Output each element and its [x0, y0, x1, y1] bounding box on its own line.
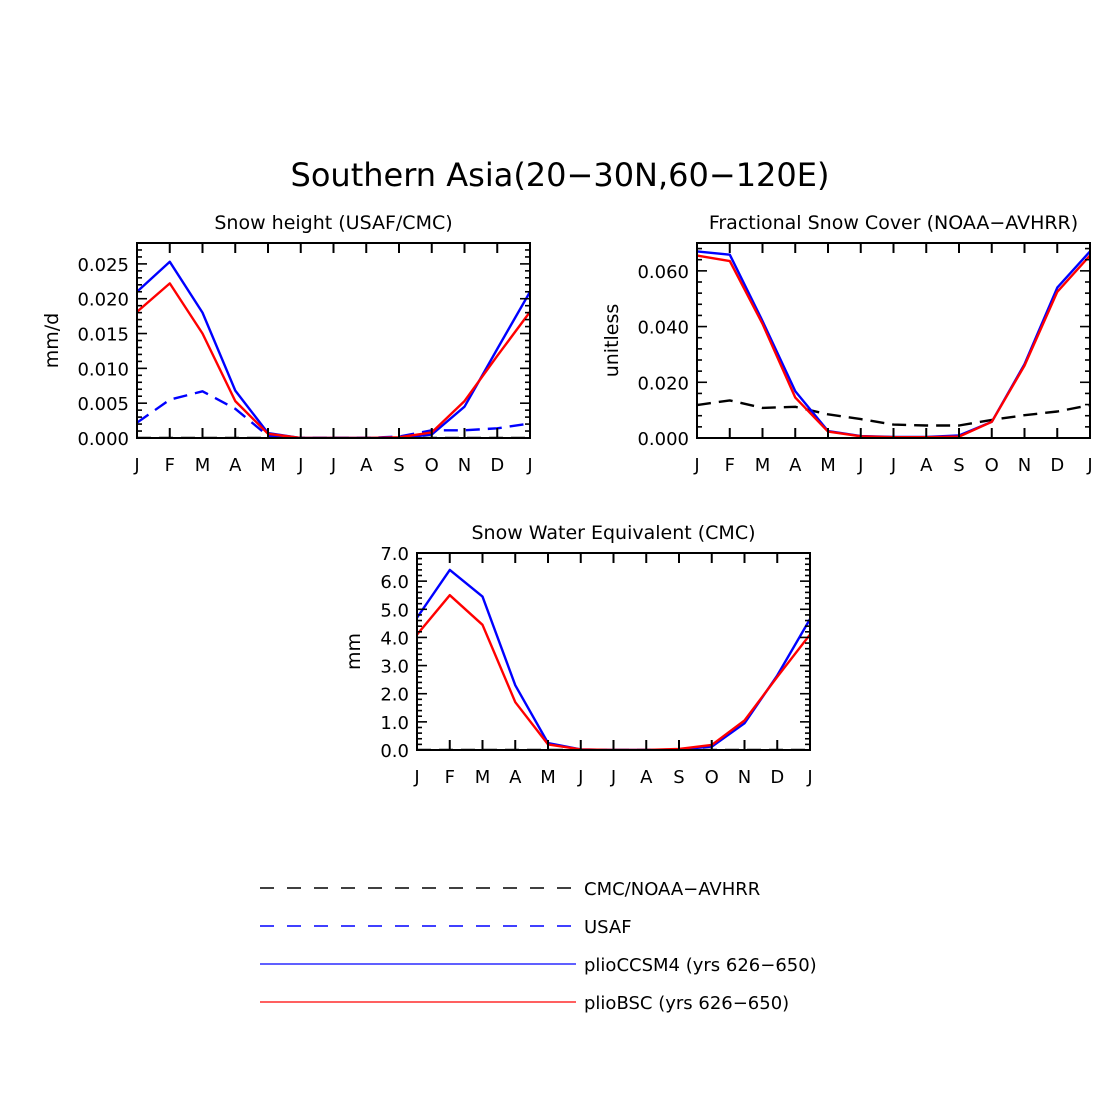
x-tick-label: N [458, 455, 471, 476]
y-axis-label: mm [343, 633, 365, 670]
x-tick-label: F [725, 455, 735, 476]
x-tick-label: D [490, 455, 504, 476]
series-line-plioccsm4-yrs-626-650 [417, 568, 810, 750]
x-tick-label: J [1086, 455, 1092, 476]
y-tick-label: 0.005 [77, 394, 129, 415]
series-line-plioccsm4-yrs-626-650 [137, 260, 530, 438]
x-tick-label: A [360, 455, 373, 476]
series-line-usaf [137, 390, 530, 438]
y-tick-label: 4.0 [380, 628, 409, 649]
x-tick-label: J [577, 767, 583, 788]
panel-title: Fractional Snow Cover (NOAA−AVHRR) [709, 212, 1078, 234]
y-tick-label: 2.0 [380, 685, 409, 706]
y-tick-label: 0.0 [380, 741, 409, 762]
series-group [417, 568, 810, 750]
x-tick-label: S [673, 767, 684, 788]
figure-title: Southern Asia(20−30N,60−120E) [291, 156, 830, 194]
legend-label: plioBSC (yrs 626−650) [584, 993, 789, 1014]
x-tick-label: J [610, 767, 616, 788]
x-tick-label: A [229, 455, 242, 476]
y-tick-label: 5.0 [380, 600, 409, 621]
series-line-pliobsc-yrs-626-650 [417, 594, 810, 750]
x-tick-label: J [413, 767, 419, 788]
panel-title: Snow height (USAF/CMC) [214, 212, 452, 234]
x-tick-label: J [890, 455, 896, 476]
y-axis-label: unitless [601, 304, 623, 378]
x-tick-label: N [1018, 455, 1031, 476]
x-tick-label: M [820, 455, 836, 476]
x-tick-label: J [297, 455, 303, 476]
y-tick-label: 3.0 [380, 657, 409, 678]
legend: CMC/NOAA−AVHRR USAF plioCCSM4 (yrs 626−650… [260, 879, 817, 1014]
chart-panel-snow-cover: J F M A M J J A S O N D J0.0000.0200.0400.060Fractio… [601, 212, 1093, 476]
chart-panel-swe: J F M A M J J A S O N D J0.01.02.03.04.05.06.07.0Sno… [343, 522, 813, 788]
x-tick-label: A [920, 455, 933, 476]
y-tick-label: 0.015 [77, 325, 129, 346]
x-tick-label: F [165, 455, 175, 476]
y-tick-label: 1.0 [380, 713, 409, 734]
y-tick-label: 0.025 [77, 255, 129, 276]
x-tick-label: O [705, 767, 719, 788]
x-tick-label: J [133, 455, 139, 476]
x-tick-label: O [425, 455, 439, 476]
y-tick-label: 0.020 [637, 373, 689, 394]
x-tick-label: M [475, 767, 491, 788]
x-tick-label: M [755, 455, 771, 476]
x-tick-label: J [857, 455, 863, 476]
y-tick-label: 0.000 [77, 429, 129, 450]
x-tick-label: D [1050, 455, 1064, 476]
y-tick-label: 0.060 [637, 262, 689, 283]
y-tick-label: 7.0 [380, 544, 409, 565]
x-tick-label: M [260, 455, 276, 476]
x-tick-label: A [789, 455, 802, 476]
legend-label: CMC/NOAA−AVHRR [584, 879, 760, 900]
chart-panel-snow-height: J F M A M J J A S O N D J0.0000.0050.0100.0150.0200.… [41, 212, 533, 476]
y-tick-label: 6.0 [380, 572, 409, 593]
x-tick-label: O [985, 455, 999, 476]
x-tick-label: J [806, 767, 812, 788]
x-tick-label: D [770, 767, 784, 788]
x-tick-label: M [540, 767, 556, 788]
series-line-pliobsc-yrs-626-650 [137, 282, 530, 438]
x-tick-label: S [953, 455, 964, 476]
y-tick-label: 0.040 [637, 318, 689, 339]
chart-panels: J F M A M J J A S O N D J0.0000.0050.0100.0150.0200.… [41, 212, 1093, 788]
y-axis-label: mm/d [41, 313, 63, 368]
y-tick-label: 0.020 [77, 290, 129, 311]
x-tick-label: J [526, 455, 532, 476]
x-tick-label: A [509, 767, 522, 788]
series-line-cmc-noaa-avhrr [697, 399, 1090, 427]
x-tick-label: F [445, 767, 455, 788]
x-tick-label: J [693, 455, 699, 476]
x-tick-label: A [640, 767, 653, 788]
legend-label: USAF [584, 917, 632, 938]
legend-label: plioCCSM4 (yrs 626−650) [584, 955, 817, 976]
series-group [137, 260, 530, 438]
x-tick-label: M [195, 455, 211, 476]
panel-title: Snow Water Equivalent (CMC) [471, 522, 755, 544]
y-tick-label: 0.000 [637, 429, 689, 450]
x-tick-label: S [393, 455, 404, 476]
y-tick-label: 0.010 [77, 359, 129, 380]
x-tick-label: J [330, 455, 336, 476]
x-tick-label: N [738, 767, 751, 788]
